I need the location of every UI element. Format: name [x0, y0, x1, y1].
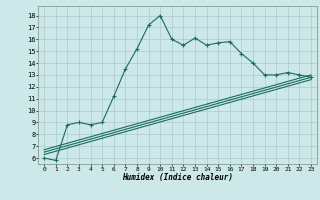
- X-axis label: Humidex (Indice chaleur): Humidex (Indice chaleur): [122, 173, 233, 182]
